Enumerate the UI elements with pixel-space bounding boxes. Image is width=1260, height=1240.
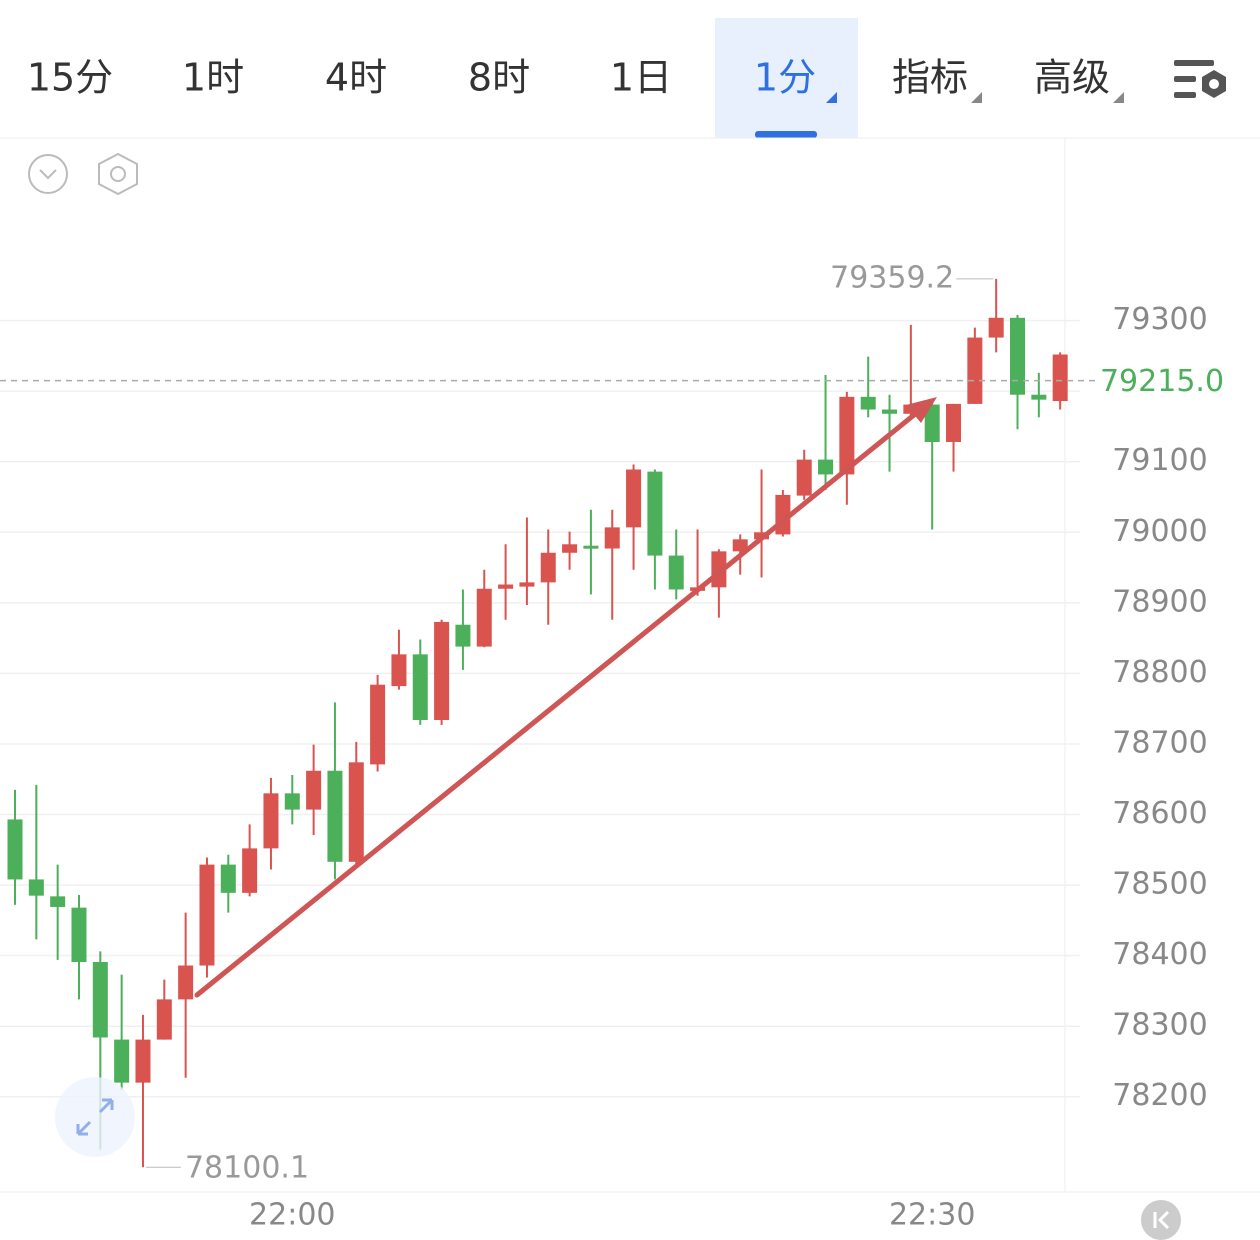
candle-body [476, 588, 492, 647]
candle-body [562, 544, 578, 553]
candle-body [306, 770, 322, 810]
tab[interactable]: 高级 [1034, 56, 1110, 100]
candle-body [1031, 394, 1047, 400]
candle-body [924, 404, 940, 442]
candle-body [28, 879, 44, 896]
y-tick-label: 78400 [1112, 937, 1207, 972]
last-price-label: 79215.0 [1100, 364, 1224, 399]
candle-body [882, 409, 898, 414]
y-tick-label: 78800 [1112, 655, 1207, 690]
candle-body [370, 684, 386, 765]
candle-body [7, 819, 23, 880]
tab[interactable]: 4时 [325, 56, 387, 100]
candle-body [92, 961, 108, 1038]
trend-arrow [194, 399, 933, 998]
scroll-end-button[interactable] [1141, 1200, 1181, 1240]
candle-body [498, 584, 514, 589]
tab[interactable]: 1时 [182, 56, 244, 100]
candle-body [626, 469, 642, 528]
tab-dropdown-marker [826, 92, 837, 103]
y-tick-label: 78700 [1112, 725, 1207, 760]
candle-body [263, 793, 279, 849]
candle-body [199, 864, 215, 966]
candle-body [156, 999, 172, 1040]
candle-body [796, 459, 812, 496]
y-tick-label: 78500 [1112, 867, 1207, 902]
tab[interactable]: 8时 [468, 56, 530, 100]
candle-body [242, 848, 258, 893]
x-tick-label: 22:00 [249, 1198, 335, 1233]
candle-body [327, 770, 343, 862]
y-tick-label: 79300 [1112, 302, 1207, 337]
y-tick-label: 79100 [1112, 443, 1207, 478]
candle-body [540, 552, 556, 583]
settings-icon[interactable] [1174, 60, 1226, 98]
candle-body [967, 337, 983, 404]
candle-body [839, 396, 855, 475]
tab[interactable]: 1分 [754, 56, 816, 100]
candle-body [988, 317, 1004, 338]
candle-body [284, 793, 300, 810]
fullscreen-button[interactable] [55, 1077, 135, 1157]
candle-body [519, 582, 535, 587]
tab[interactable]: 15分 [27, 56, 113, 100]
candle-body [946, 403, 962, 442]
y-tick-label: 78300 [1112, 1008, 1207, 1043]
y-tick-label: 79000 [1112, 514, 1207, 549]
candle-body [1052, 354, 1068, 402]
trend-arrow-head [906, 397, 937, 423]
candle-body [412, 654, 428, 720]
candle-body [391, 654, 407, 687]
y-tick-label: 78600 [1112, 796, 1207, 831]
candle-body [114, 1039, 130, 1083]
candle-body [732, 539, 748, 552]
active-tab-bg [715, 18, 858, 138]
high-label: 79359.2 [830, 260, 954, 295]
candle-body [860, 396, 876, 410]
low-label: 78100.1 [185, 1151, 309, 1186]
y-tick-label: 78900 [1112, 584, 1207, 619]
candle-body [220, 864, 236, 893]
candle-body [71, 907, 87, 962]
chart-settings-icon[interactable] [98, 152, 138, 196]
x-tick-label: 22:30 [889, 1198, 975, 1233]
candle-body [455, 624, 471, 647]
tab-dropdown-marker [1113, 92, 1124, 103]
candle-body [583, 545, 599, 549]
candle-body [1010, 317, 1026, 395]
last-price-bg [1100, 360, 1260, 401]
candle-body [818, 459, 834, 475]
tab-dropdown-marker [971, 92, 982, 103]
tab[interactable]: 1日 [610, 56, 672, 100]
candle-body [50, 896, 66, 907]
candle-body [434, 621, 450, 720]
tab[interactable]: 指标 [892, 56, 968, 100]
y-tick-label: 78200 [1112, 1078, 1207, 1113]
candle-body [668, 555, 684, 590]
candle-body [135, 1039, 151, 1083]
active-tab-indicator [755, 131, 817, 138]
collapse-icon[interactable] [28, 154, 68, 194]
candle-body [348, 762, 364, 862]
candle-body [604, 527, 620, 549]
candle-body [647, 471, 663, 556]
candle-body [178, 965, 194, 1000]
